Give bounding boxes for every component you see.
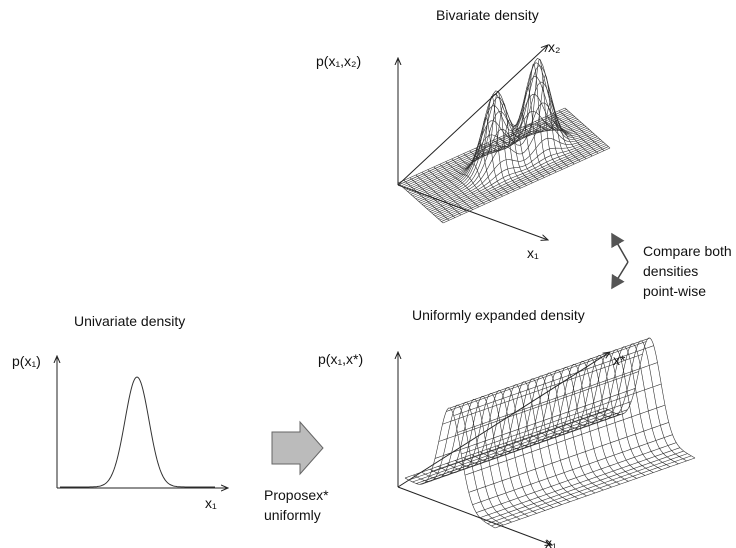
x2-axis <box>397 45 548 186</box>
x1-axis <box>397 184 548 240</box>
xstar-axis <box>397 352 610 488</box>
compare-text: densities <box>643 263 698 279</box>
title: Uniformly expanded density <box>412 307 585 323</box>
mesh-line <box>552 113 599 154</box>
mesh-line <box>405 114 574 191</box>
mesh-line <box>461 383 662 455</box>
mesh-line <box>426 122 595 209</box>
mesh-line <box>421 65 590 205</box>
compare-text: point-wise <box>643 283 706 299</box>
mesh-line <box>476 442 677 513</box>
axis-label: p(x₁,x*) <box>318 351 363 367</box>
mesh-line <box>579 346 671 467</box>
mesh-line <box>494 457 696 529</box>
mesh-line <box>479 447 681 518</box>
mesh-line <box>564 107 611 149</box>
axis-label: x* <box>613 352 626 368</box>
title: Univariate density <box>74 313 185 329</box>
mesh-line <box>430 136 598 212</box>
mesh-line <box>596 340 687 462</box>
mesh-line <box>588 343 679 465</box>
x1-axis <box>397 486 552 545</box>
mesh-line <box>436 142 604 218</box>
axis-label: x₁ <box>527 245 539 261</box>
axis-label: x₁ <box>205 495 217 511</box>
mesh-line <box>511 63 557 173</box>
mesh-line <box>517 58 563 170</box>
mesh-line <box>438 143 606 219</box>
propose-text: uniformly <box>264 507 321 523</box>
mesh-line <box>558 110 605 151</box>
compare-arrow <box>611 261 629 290</box>
mesh-line <box>491 455 692 527</box>
mesh-line <box>431 137 599 214</box>
bivariate-surface <box>397 57 611 224</box>
compare-text: Compare both <box>643 243 732 259</box>
mesh-line <box>442 147 611 224</box>
density-curve <box>60 376 215 488</box>
mesh-line <box>439 144 607 221</box>
mesh-line <box>534 120 581 162</box>
mesh-line <box>540 118 587 159</box>
mesh-line <box>493 125 539 181</box>
mesh-line <box>464 404 666 476</box>
mesh-line <box>433 139 601 215</box>
axis-label: x₂ <box>548 39 560 55</box>
mesh-line <box>604 337 696 459</box>
mesh-line <box>425 102 593 208</box>
mesh-line <box>441 146 609 222</box>
mesh-line <box>499 112 545 178</box>
mesh-line <box>546 115 593 157</box>
compare-arrow <box>611 232 629 263</box>
mesh-line <box>487 119 533 184</box>
propose-text: Proposex* <box>264 487 329 503</box>
mesh-line <box>571 349 662 470</box>
mesh-line <box>487 453 688 524</box>
title: Bivariate density <box>436 7 539 23</box>
mesh-line <box>428 134 596 211</box>
mesh-line <box>483 450 684 522</box>
propose-arrow <box>271 420 324 476</box>
mesh-line <box>529 100 575 165</box>
expanded-surface <box>404 337 696 529</box>
mesh-line <box>523 75 569 167</box>
axis-label: x₁ <box>545 535 557 548</box>
mesh-line <box>423 81 591 207</box>
mesh-line <box>417 75 585 201</box>
mesh-line <box>434 140 603 217</box>
axis-label: p(x₁) <box>12 353 41 369</box>
mesh-line <box>505 86 551 176</box>
axis-label: p(x₁,x₂) <box>316 53 361 69</box>
